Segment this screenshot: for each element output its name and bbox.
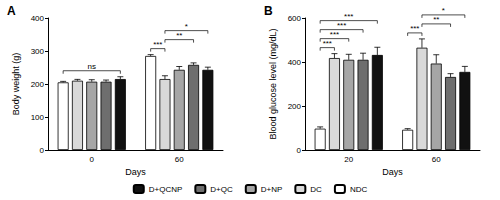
svg-text:60: 60 — [175, 155, 184, 164]
svg-text:D+NP: D+NP — [261, 185, 283, 194]
svg-text:300: 300 — [31, 47, 45, 56]
svg-text:Blood glucose level (mg/dL): Blood glucose level (mg/dL) — [268, 28, 278, 139]
svg-text:20: 20 — [344, 155, 353, 164]
svg-text:***: *** — [410, 24, 419, 33]
svg-text:60: 60 — [432, 155, 441, 164]
svg-text:***: *** — [323, 39, 332, 48]
svg-text:**: ** — [176, 31, 182, 40]
svg-text:***: *** — [337, 21, 346, 30]
svg-text:*: * — [185, 22, 188, 31]
svg-text:D+QCNP: D+QCNP — [149, 185, 183, 194]
svg-text:Days: Days — [125, 167, 146, 177]
svg-text:0: 0 — [40, 146, 45, 155]
svg-text:400: 400 — [288, 58, 302, 67]
svg-text:***: *** — [344, 12, 353, 21]
svg-text:***: *** — [153, 40, 162, 49]
svg-text:200: 200 — [288, 102, 302, 111]
svg-text:ns: ns — [88, 62, 96, 71]
svg-text:100: 100 — [31, 113, 45, 122]
svg-text:0: 0 — [90, 155, 95, 164]
svg-text:*: * — [442, 6, 445, 15]
svg-text:***: *** — [330, 30, 339, 39]
svg-text:NDC: NDC — [350, 185, 368, 194]
svg-text:Days: Days — [382, 167, 403, 177]
svg-text:B: B — [264, 4, 273, 18]
svg-text:DC: DC — [310, 185, 322, 194]
svg-text:600: 600 — [288, 14, 302, 23]
svg-text:A: A — [7, 4, 16, 18]
svg-text:0: 0 — [297, 146, 302, 155]
svg-text:200: 200 — [31, 80, 45, 89]
svg-text:D+QC: D+QC — [210, 185, 233, 194]
svg-text:Body weight (g): Body weight (g) — [11, 53, 21, 116]
svg-text:**: ** — [433, 15, 439, 24]
svg-text:400: 400 — [31, 14, 45, 23]
